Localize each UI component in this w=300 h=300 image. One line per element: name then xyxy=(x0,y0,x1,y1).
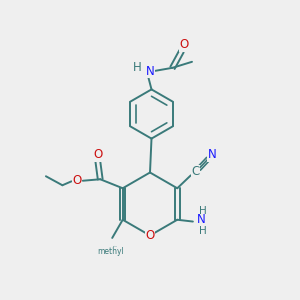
Text: O: O xyxy=(72,174,81,187)
Text: methyl: methyl xyxy=(108,243,112,244)
Text: O: O xyxy=(93,148,102,161)
Text: methyl: methyl xyxy=(97,247,124,256)
Text: O: O xyxy=(146,229,154,242)
Text: C: C xyxy=(191,165,200,178)
Text: H: H xyxy=(133,61,142,74)
Text: N: N xyxy=(197,213,206,226)
Text: N: N xyxy=(208,148,217,161)
Text: O: O xyxy=(179,38,188,51)
Text: H: H xyxy=(199,226,207,236)
Text: methyl: methyl xyxy=(112,246,117,247)
Text: H: H xyxy=(199,206,207,216)
Text: N: N xyxy=(146,65,154,78)
Text: methyl: methyl xyxy=(113,246,118,247)
